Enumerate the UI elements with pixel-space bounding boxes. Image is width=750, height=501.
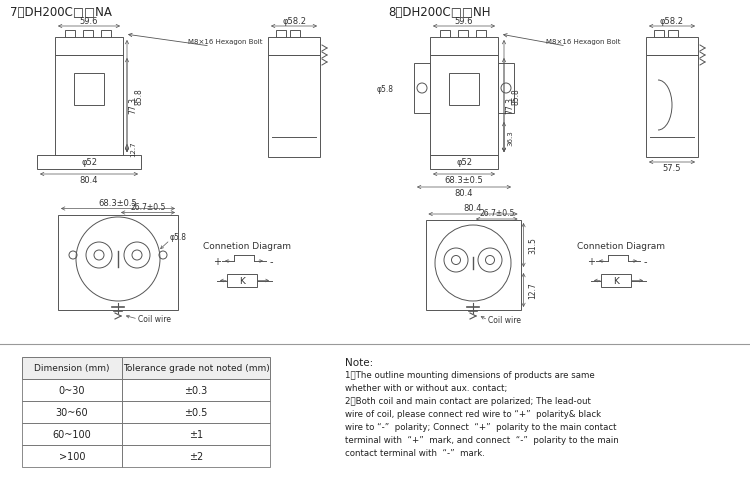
Bar xyxy=(290,31,300,38)
Text: 80.4: 80.4 xyxy=(454,189,473,198)
Text: φ5.8: φ5.8 xyxy=(377,84,394,93)
Bar xyxy=(101,31,111,38)
Bar xyxy=(22,401,122,423)
Bar xyxy=(227,275,257,288)
Bar xyxy=(601,275,631,288)
Bar xyxy=(430,38,498,56)
Text: Tolerance grade not noted (mm): Tolerance grade not noted (mm) xyxy=(123,364,269,373)
Text: ±2: ±2 xyxy=(189,451,203,461)
Text: φ52: φ52 xyxy=(81,158,97,167)
Text: -: - xyxy=(269,257,273,267)
Text: 60~100: 60~100 xyxy=(53,429,92,439)
Text: 80.4: 80.4 xyxy=(464,204,482,213)
Text: 85.8: 85.8 xyxy=(512,89,520,105)
Bar xyxy=(65,31,75,38)
Bar xyxy=(122,423,270,445)
Text: M8×16 Hexagon Bolt: M8×16 Hexagon Bolt xyxy=(188,39,262,45)
Text: Dimension (mm): Dimension (mm) xyxy=(34,364,110,373)
Bar xyxy=(122,401,270,423)
Bar xyxy=(37,156,141,170)
Text: 31.5: 31.5 xyxy=(528,237,537,254)
Bar xyxy=(22,423,122,445)
Text: 0~30: 0~30 xyxy=(58,385,86,395)
Text: 7、DH200C□□NA: 7、DH200C□□NA xyxy=(10,7,112,20)
Text: Connetion Diagram: Connetion Diagram xyxy=(577,242,665,251)
Bar xyxy=(476,31,486,38)
Text: ±0.5: ±0.5 xyxy=(184,407,208,417)
Bar xyxy=(22,357,122,379)
Bar xyxy=(22,445,122,467)
Text: Connetion Diagram: Connetion Diagram xyxy=(203,242,291,251)
Bar xyxy=(122,445,270,467)
Text: φ58.2: φ58.2 xyxy=(282,18,306,27)
Text: 1．The outline mounting dimensions of products are same: 1．The outline mounting dimensions of pro… xyxy=(345,370,595,379)
Text: φ52: φ52 xyxy=(456,158,472,167)
Text: φ58.2: φ58.2 xyxy=(660,18,684,27)
Text: K: K xyxy=(613,277,619,286)
Bar xyxy=(55,38,123,56)
Text: 8、DH200C□□NH: 8、DH200C□□NH xyxy=(388,7,490,20)
Bar xyxy=(430,156,498,170)
Bar xyxy=(22,379,122,401)
Bar xyxy=(55,56,123,156)
Text: ±0.3: ±0.3 xyxy=(184,385,208,395)
Bar xyxy=(122,379,270,401)
Text: ±1: ±1 xyxy=(189,429,203,439)
Text: wire of coil, please connect red wire to “+”  polarity& black: wire of coil, please connect red wire to… xyxy=(345,409,602,418)
Text: 12.7: 12.7 xyxy=(130,141,136,156)
Text: +: + xyxy=(587,257,595,267)
Text: 12.7: 12.7 xyxy=(528,282,537,299)
Text: φ5.8: φ5.8 xyxy=(170,233,187,242)
Text: whether with or without aux. contact;: whether with or without aux. contact; xyxy=(345,383,508,392)
Bar xyxy=(58,215,178,310)
Text: >100: >100 xyxy=(58,451,86,461)
Bar xyxy=(430,56,498,156)
Text: Coil wire: Coil wire xyxy=(138,315,171,324)
Text: -: - xyxy=(644,257,646,267)
Bar xyxy=(268,38,320,56)
Text: 30~60: 30~60 xyxy=(56,407,88,417)
Text: M8×16 Hexagon Bolt: M8×16 Hexagon Bolt xyxy=(546,39,620,45)
Text: 68.3±0.5: 68.3±0.5 xyxy=(445,176,484,185)
Text: K: K xyxy=(239,277,245,286)
Text: 77.3: 77.3 xyxy=(506,97,515,114)
Text: Note:: Note: xyxy=(345,357,374,367)
Bar xyxy=(654,31,664,38)
Bar xyxy=(440,31,450,38)
Text: 59.6: 59.6 xyxy=(80,18,98,27)
Text: 68.3±0.5: 68.3±0.5 xyxy=(99,198,137,207)
Text: 36.3: 36.3 xyxy=(507,130,513,146)
Bar xyxy=(74,74,104,106)
Bar xyxy=(498,64,514,114)
Text: 57.5: 57.5 xyxy=(663,164,681,173)
Text: 26.7±0.5: 26.7±0.5 xyxy=(479,209,514,218)
Bar xyxy=(83,31,93,38)
Text: 80.4: 80.4 xyxy=(80,176,98,185)
Bar xyxy=(646,38,698,56)
Bar xyxy=(646,56,698,158)
Text: wire to “-”  polarity; Connect  “+”  polarity to the main contact: wire to “-” polarity; Connect “+” polari… xyxy=(345,422,616,431)
Bar xyxy=(425,220,520,311)
Bar xyxy=(268,56,320,158)
Bar xyxy=(668,31,678,38)
Text: contact terminal with  “-”  mark.: contact terminal with “-” mark. xyxy=(345,448,485,457)
Text: Coil wire: Coil wire xyxy=(488,316,521,325)
Bar xyxy=(458,31,468,38)
Text: 2．Both coil and main contact are polarized; The lead-out: 2．Both coil and main contact are polariz… xyxy=(345,396,591,405)
Bar xyxy=(414,64,430,114)
Text: +: + xyxy=(213,257,221,267)
Text: terminal with  “+”  mark, and connect  “-”  polarity to the main: terminal with “+” mark, and connect “-” … xyxy=(345,435,619,444)
Text: 26.7±0.5: 26.7±0.5 xyxy=(130,202,166,211)
Bar xyxy=(276,31,286,38)
Bar xyxy=(449,74,479,106)
Text: 85.8: 85.8 xyxy=(134,89,143,105)
Text: 59.6: 59.6 xyxy=(454,18,473,27)
Text: 77.3: 77.3 xyxy=(128,97,137,114)
Bar xyxy=(122,357,270,379)
